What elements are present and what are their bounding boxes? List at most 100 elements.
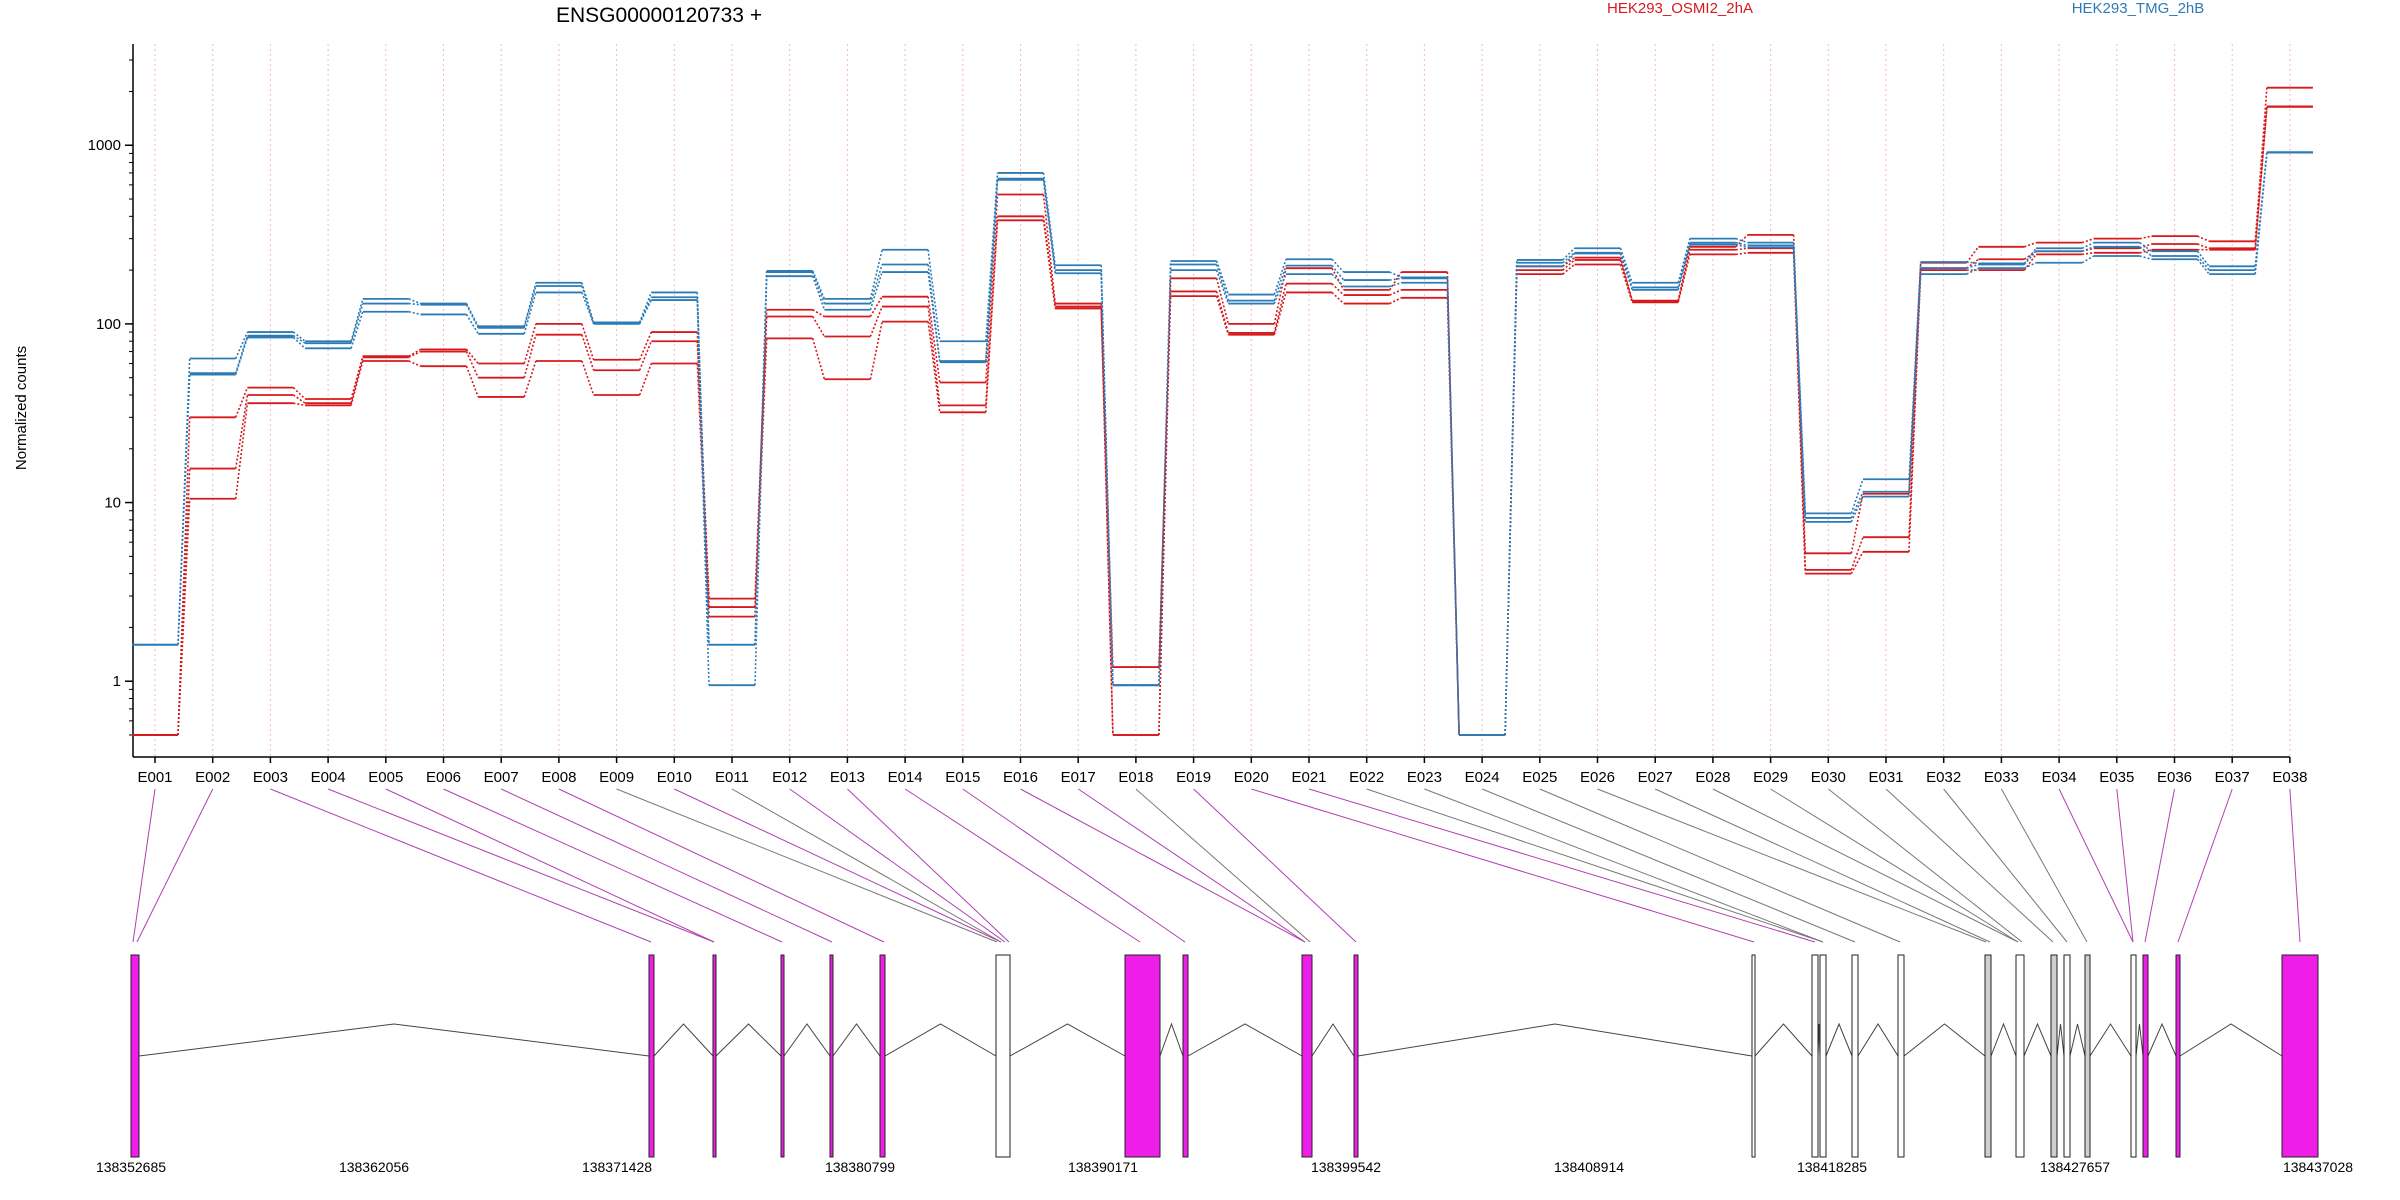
connector-segment [2139, 241, 2152, 252]
exon-label-E015: E015 [945, 769, 980, 786]
connector-segment [292, 387, 306, 400]
connector-segment [1215, 295, 1230, 335]
connector-E029 [1770, 788, 2019, 943]
connector-E037 [2177, 788, 2233, 943]
connector-E021 [1308, 788, 1816, 943]
connector-segment [1389, 297, 1402, 305]
connector-segment [523, 292, 537, 335]
coord-label-0: 138352685 [96, 1159, 166, 1175]
exon-block [2063, 954, 2071, 1158]
intron-line [2069, 1023, 2086, 1057]
series-1-replicate-1 [132, 151, 2313, 736]
connector-E024 [1481, 788, 1856, 943]
intron-line [1357, 1023, 1753, 1057]
connector-segment [465, 351, 479, 379]
connector-E018 [1135, 788, 1311, 943]
intron-line [2147, 1022, 2177, 1057]
connector-segment [1562, 263, 1576, 275]
exon-label-E014: E014 [888, 769, 923, 786]
connector-segment [2081, 237, 2095, 244]
connector-segment [1735, 252, 1748, 256]
coord-label-7: 138418285 [1797, 1159, 1867, 1175]
connector-segment [2254, 152, 2268, 267]
connector-segment [1677, 254, 1691, 303]
exon-block [2015, 954, 2025, 1158]
connector-segment [1042, 216, 1056, 307]
connector-segment [1042, 172, 1056, 266]
connector-segment [1273, 268, 1287, 325]
series-0-replicate-2 [132, 86, 2313, 736]
connector-segment [1504, 266, 1518, 736]
connector-E020 [1251, 788, 1755, 943]
connector-E004 [327, 788, 715, 943]
exon-block [1819, 954, 1827, 1158]
connector-segment [869, 306, 883, 337]
connector-segment [581, 292, 595, 325]
connector-E031 [1885, 788, 2054, 943]
exon-label-E032: E032 [1926, 769, 1961, 786]
connector-segment [1735, 247, 1748, 251]
connector-E034 [2058, 788, 2134, 943]
series-0-replicate-1 [132, 105, 2313, 736]
connector-E013 [847, 788, 1010, 943]
intron-line [1903, 1023, 1986, 1057]
exon-label-E037: E037 [2215, 769, 2250, 786]
connector-segment [927, 264, 941, 362]
connector-segment [1850, 491, 1864, 519]
connector-segment [581, 282, 595, 323]
connector-segment [2139, 255, 2152, 261]
connector-segment [812, 316, 826, 337]
intron-line [783, 1023, 831, 1057]
connector-segment [2023, 250, 2037, 266]
chart-title: ENSG00000120733 + [556, 4, 762, 27]
connector-segment [1908, 262, 1922, 494]
coord-label-6: 138408914 [1554, 1159, 1624, 1175]
y-tick-label-100: 100 [96, 316, 121, 333]
intron-line [1187, 1023, 1303, 1057]
connector-segment [1389, 271, 1403, 291]
intron-line [884, 1023, 997, 1057]
exon-block [2142, 954, 2149, 1158]
connector-segment [2197, 235, 2210, 243]
connector-segment [638, 331, 653, 361]
connector-segment [869, 249, 883, 300]
connector-segment [2023, 247, 2037, 264]
connector-E016 [1020, 788, 1306, 943]
exon-label-E019: E019 [1176, 769, 1211, 786]
connector-segment [2197, 243, 2210, 250]
connector-segment [1850, 493, 1864, 554]
exon-label-E027: E027 [1638, 769, 1673, 786]
connector-segment [869, 271, 883, 310]
exon-label-E022: E022 [1349, 769, 1384, 786]
connector-segment [1100, 270, 1114, 686]
connector-segment [1215, 260, 1230, 295]
connector-segment [1850, 496, 1864, 523]
exon-label-E005: E005 [368, 769, 403, 786]
exon-label-E013: E013 [830, 769, 865, 786]
connector-segment [2024, 241, 2037, 248]
connector-E008 [558, 788, 885, 943]
connector-E022 [1366, 788, 1824, 943]
connector-segment [1908, 261, 1922, 480]
intron-line [1009, 1023, 1126, 1057]
exon-block [1897, 954, 1905, 1158]
connector-segment [2196, 250, 2210, 267]
grid-lines [154, 44, 2291, 757]
connector-E006 [443, 788, 783, 943]
connector-E002 [136, 788, 214, 943]
connector-segment [811, 275, 826, 311]
connector-segment [1446, 277, 1460, 736]
exon-label-E020: E020 [1234, 769, 1269, 786]
connector-E017 [1077, 788, 1306, 943]
exon-block [1301, 954, 1313, 1158]
connector-E001 [132, 788, 156, 943]
connector-segment [927, 321, 941, 413]
exon-block [2281, 954, 2319, 1158]
coord-label-5: 138399542 [1311, 1159, 1381, 1175]
exon-label-E038: E038 [2272, 769, 2307, 786]
connector-segment [2196, 255, 2210, 271]
connector-segment [1562, 252, 1576, 264]
connector-segment [234, 337, 249, 375]
exon-label-E016: E016 [1003, 769, 1038, 786]
connector-segment [1331, 265, 1345, 281]
